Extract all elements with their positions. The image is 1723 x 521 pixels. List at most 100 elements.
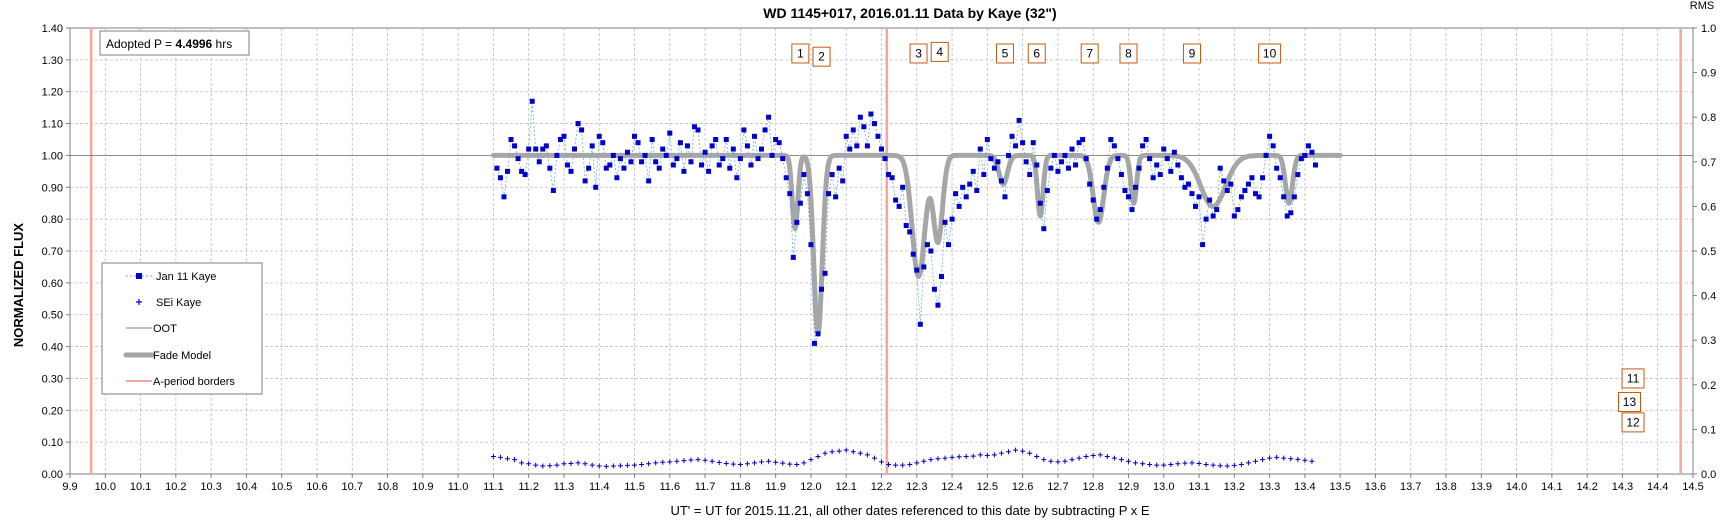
x-tick-label: 10.2 xyxy=(165,481,186,493)
flux-point xyxy=(1101,184,1107,190)
sei-point xyxy=(956,454,962,460)
right-tick-label: 0.7 xyxy=(1701,157,1716,169)
x-tick-label: 14.4 xyxy=(1647,481,1668,493)
flux-point xyxy=(1171,149,1177,155)
flux-point xyxy=(596,133,602,139)
sei-point xyxy=(907,461,913,467)
flux-point xyxy=(734,175,740,181)
flux-point xyxy=(1238,194,1244,200)
x-tick-label: 13.4 xyxy=(1294,481,1315,493)
right-tick-label: 0.5 xyxy=(1701,246,1716,258)
flux-point xyxy=(670,162,676,168)
flux-point xyxy=(536,159,542,165)
sei-point xyxy=(1288,456,1294,462)
sei-point xyxy=(1104,453,1110,459)
x-tick-labels: 9.9 10.0 10.1 10.2 10.3 10.4 10.5 10.6 10.7 10.8 1… xyxy=(62,474,1704,493)
flux-point xyxy=(744,143,750,149)
adopted-period-box: Adopted P = 4.4996 hrs xyxy=(99,30,250,56)
flux-point xyxy=(921,264,927,270)
flux-point xyxy=(579,127,585,133)
sei-point xyxy=(589,462,595,468)
flux-point xyxy=(963,194,969,200)
x-tick-label: 10.8 xyxy=(377,481,398,493)
flux-point xyxy=(762,127,768,133)
flux-point xyxy=(815,331,821,337)
x-tick-label: 12.1 xyxy=(836,481,857,493)
dip-label-text: 5 xyxy=(1002,46,1009,60)
sei-point xyxy=(561,461,567,467)
flux-point xyxy=(1221,178,1227,184)
sei-point xyxy=(1281,455,1287,461)
sei-point xyxy=(843,447,849,453)
x-tick-label: 11.2 xyxy=(518,481,539,493)
flux-connecting-line xyxy=(496,101,1316,344)
dip-label-10: 10 xyxy=(1258,43,1282,64)
flux-point xyxy=(938,273,944,279)
flux-point xyxy=(1298,156,1304,162)
x-tick-label: 12.0 xyxy=(800,481,821,493)
flux-point xyxy=(586,165,592,171)
flux-point xyxy=(610,152,616,158)
sei-point xyxy=(836,448,842,454)
flux-point xyxy=(1175,162,1181,168)
flux-point xyxy=(1020,140,1026,146)
a-period-borders xyxy=(89,28,1682,474)
dip-label-5: 5 xyxy=(995,43,1014,64)
legend-item-flux: Jan 11 Kaye xyxy=(126,271,216,283)
x-tick-label: 9.9 xyxy=(62,481,77,493)
sei-point xyxy=(1231,462,1237,468)
x-tick-label: 12.2 xyxy=(871,481,892,493)
dip-label-text: 6 xyxy=(1033,46,1040,60)
flux-point xyxy=(1210,213,1216,219)
sei-point xyxy=(1203,461,1209,467)
dip-label-text: 10 xyxy=(1263,46,1277,60)
flux-point xyxy=(540,146,546,152)
sei-point xyxy=(1189,460,1195,466)
x-tick-label: 10.9 xyxy=(412,481,433,493)
sei-point xyxy=(1133,460,1139,466)
sei-point xyxy=(617,463,623,469)
sei-point xyxy=(490,453,496,459)
flux-point xyxy=(1291,194,1297,200)
flux-point xyxy=(681,168,687,174)
flux-point xyxy=(1196,194,1202,200)
flux-point xyxy=(843,133,849,139)
dip-label-box xyxy=(1258,43,1282,64)
x-tick-label: 13.5 xyxy=(1329,481,1350,493)
sei-point xyxy=(1034,453,1040,459)
sei-point xyxy=(547,463,553,469)
flux-point xyxy=(748,162,754,168)
flux-point xyxy=(1023,159,1029,165)
legend-label-borders: A-period borders xyxy=(153,376,235,388)
flux-point xyxy=(769,152,775,158)
flux-point xyxy=(826,191,832,197)
sei-point xyxy=(1140,461,1146,467)
flux-point xyxy=(956,203,962,209)
sei-point xyxy=(780,460,786,466)
y-tick-label: 0.40 xyxy=(42,342,63,354)
sei-point xyxy=(1224,463,1230,469)
flux-point xyxy=(741,127,747,133)
flux-point xyxy=(829,172,835,178)
flux-point xyxy=(617,156,623,162)
dip-label-text: 12 xyxy=(1626,415,1640,429)
dip-label-box xyxy=(1182,43,1201,64)
sei-point xyxy=(1013,447,1019,453)
dip-label-box xyxy=(791,43,810,64)
flux-point xyxy=(554,152,560,158)
sei-point xyxy=(519,460,525,466)
flux-point xyxy=(564,162,570,168)
flux-point xyxy=(1136,165,1142,171)
dip-label-text: 9 xyxy=(1189,46,1196,60)
flux-point xyxy=(790,254,796,260)
flux-point xyxy=(811,340,817,346)
flux-point xyxy=(561,133,567,139)
flux-point xyxy=(695,127,701,133)
flux-point xyxy=(903,223,909,229)
flux-point xyxy=(624,149,630,155)
sei-point xyxy=(900,462,906,468)
flux-point xyxy=(1249,175,1255,181)
flux-point xyxy=(543,143,549,149)
flux-point xyxy=(819,286,825,292)
flux-point xyxy=(773,137,779,142)
